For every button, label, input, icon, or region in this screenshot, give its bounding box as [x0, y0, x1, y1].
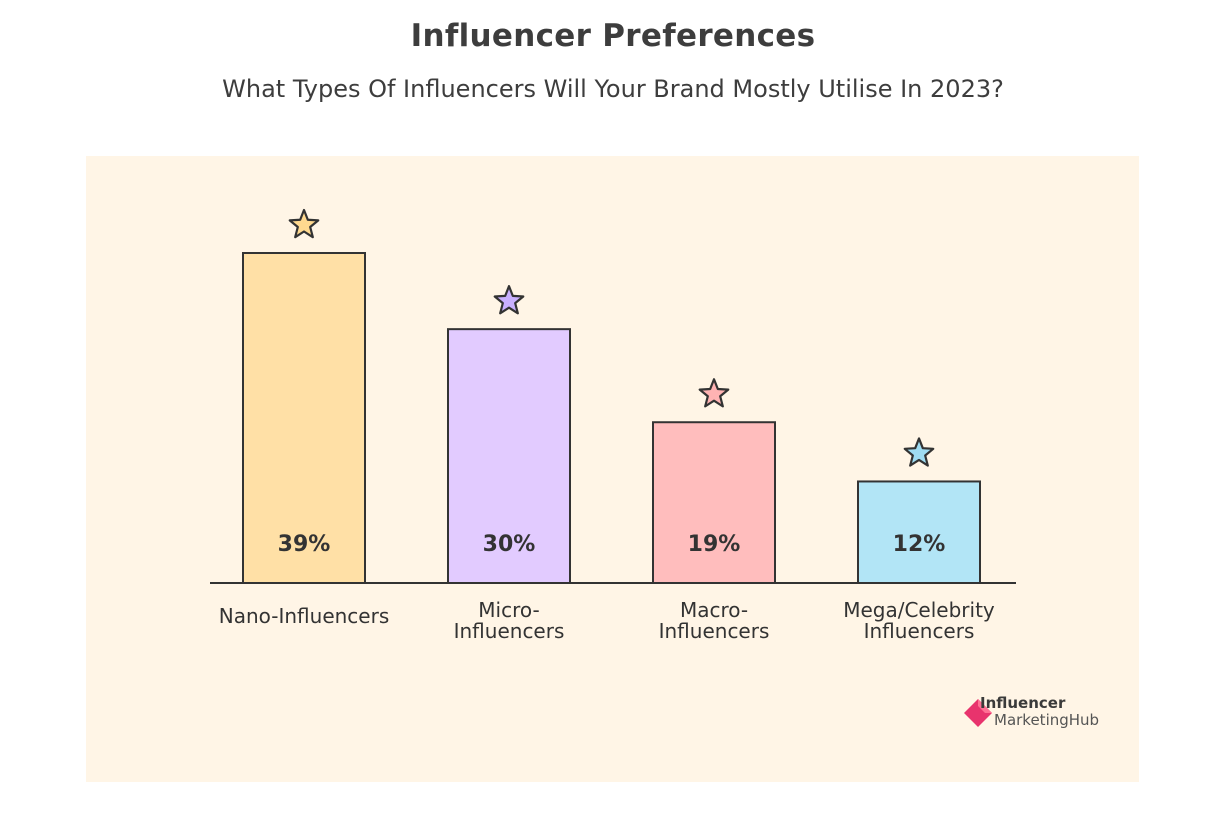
brand-logo: Influencer MarketingHub	[961, 694, 1121, 734]
data-label-3: 19%	[688, 532, 741, 557]
star-icon	[288, 208, 320, 239]
category-label: Influencers	[454, 619, 565, 643]
influencer-marketing-hub-logo-icon	[964, 699, 992, 727]
chart-subtitle: What Types Of Influencers Will Your Bran…	[222, 75, 1004, 103]
bar-1	[242, 252, 366, 584]
data-label-2: 30%	[483, 532, 536, 557]
bar-4	[857, 480, 981, 585]
logo-text-influencer: Influencer	[980, 694, 1066, 712]
data-label-4: 12%	[893, 532, 946, 557]
category-label: Influencers	[864, 619, 975, 643]
chart-panel: 39% Nano-Influencers 30% Micro- Influencers 1…	[86, 156, 1139, 782]
data-label-1: 39%	[278, 532, 331, 557]
bar-chart: 39%Nano-Influencers30%Micro-Influencers1…	[210, 208, 1016, 643]
bar-3	[652, 421, 776, 584]
category-label: Micro-	[478, 598, 539, 622]
logo-text-marketinghub: MarketingHub	[994, 711, 1100, 729]
category-label: Influencers	[659, 619, 770, 643]
category-label: Mega/Celebrity	[843, 598, 995, 622]
category-label: Nano-Influencers	[219, 604, 390, 628]
star-icon	[698, 378, 730, 408]
star-icon	[903, 437, 935, 467]
star-icon	[493, 285, 525, 315]
category-label: Macro-	[680, 598, 748, 622]
chart-title: Influencer Preferences	[410, 18, 816, 54]
bar-2	[447, 328, 571, 584]
